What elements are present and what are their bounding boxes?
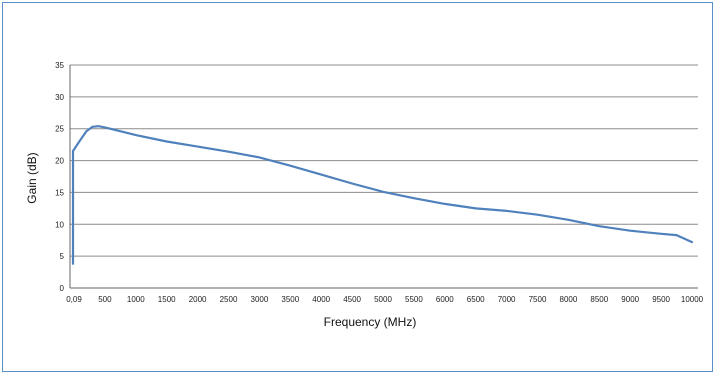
y-tick-label: 5: [60, 252, 65, 261]
x-tick-label: 2500: [220, 295, 238, 304]
chart-frame: [2, 2, 713, 372]
x-tick-label: 1000: [127, 295, 145, 304]
x-tick-label: 1500: [158, 295, 176, 304]
x-tick-label: 6500: [467, 295, 485, 304]
gridlines: [69, 64, 698, 289]
y-tick-label: 30: [55, 93, 64, 102]
x-tick-label: 9500: [652, 295, 670, 304]
x-tick-label: 8000: [560, 295, 578, 304]
x-tick-label: 3500: [281, 295, 299, 304]
y-axis-title: Gain (dB): [25, 152, 39, 203]
y-tick-label: 25: [55, 125, 64, 134]
y-tick-label: 35: [55, 61, 64, 70]
series-layer: [71, 125, 694, 265]
series-line-gain: [71, 125, 694, 265]
x-tick-label: 10000: [681, 295, 704, 304]
y-tick-label: 20: [55, 157, 64, 166]
x-tick-label: 3000: [251, 295, 269, 304]
x-tick-label: 9000: [621, 295, 639, 304]
x-tick-label: 7000: [498, 295, 516, 304]
y-tick-label: 10: [55, 220, 64, 229]
x-axis-title: Frequency (MHz): [324, 315, 417, 329]
x-tick-label: 8500: [590, 295, 608, 304]
x-tick-label: 5000: [374, 295, 392, 304]
x-tick-label: 2000: [189, 295, 207, 304]
y-tick-label: 0: [60, 284, 65, 293]
x-tick-label: 0,09: [66, 295, 82, 304]
x-tick-label: 6000: [436, 295, 454, 304]
x-tick-label: 4500: [343, 295, 361, 304]
x-tick-label: 5500: [405, 295, 423, 304]
x-tick-label: 500: [98, 295, 112, 304]
x-axis-ticks: 0,09 500 1000 1500 2000 2500 3000 3500 4000 4500 5…: [66, 295, 703, 304]
y-axis-ticks: 0 5 10 15 20 25 30 35: [55, 61, 64, 293]
y-tick-label: 15: [55, 188, 64, 197]
x-tick-label: 7500: [529, 295, 547, 304]
x-tick-label: 4000: [312, 295, 330, 304]
